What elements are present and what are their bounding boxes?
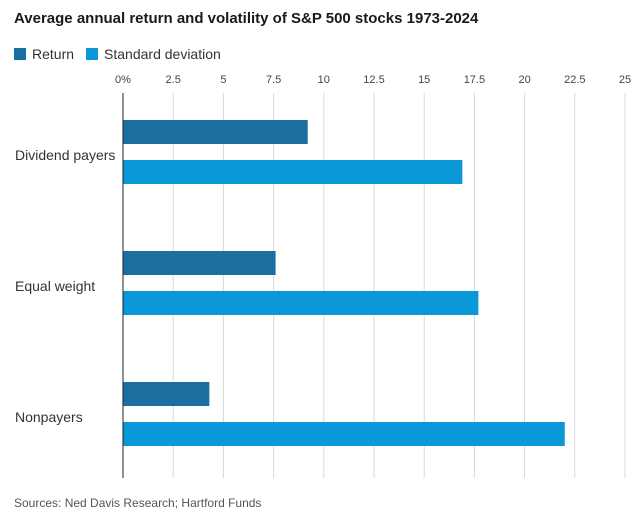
chart-title: Average annual return and volatility of …	[14, 10, 479, 27]
x-tick-label: 12.5	[363, 74, 384, 86]
x-tick-label: 0%	[115, 74, 131, 86]
x-tick-label: 25	[619, 74, 631, 86]
legend: Return Standard deviation	[14, 46, 233, 62]
bar-stdev	[123, 422, 565, 446]
bar-stdev	[123, 160, 463, 184]
legend-item-stdev: Standard deviation	[86, 46, 221, 62]
legend-item-return: Return	[14, 46, 74, 62]
bar-return	[123, 120, 308, 144]
x-tick-label: 15	[418, 74, 430, 86]
legend-label-stdev: Standard deviation	[104, 46, 221, 62]
legend-swatch-return	[14, 48, 26, 60]
legend-swatch-stdev	[86, 48, 99, 60]
x-tick-label: 2.5	[166, 74, 181, 86]
category-label: Equal weight	[15, 278, 95, 294]
x-tick-label: 20	[518, 74, 530, 86]
x-tick-label: 10	[318, 74, 330, 86]
bar-stdev	[123, 291, 479, 315]
category-label: Nonpayers	[15, 409, 83, 425]
x-tick-label: 22.5	[564, 74, 585, 86]
x-tick-label: 5	[220, 74, 226, 86]
bar-return	[123, 382, 210, 406]
category-label: Dividend payers	[15, 147, 115, 163]
legend-label-return: Return	[32, 46, 75, 62]
sources-note: Sources: Ned Davis Research; Hartford Fu…	[14, 496, 262, 510]
bar-return	[123, 251, 276, 275]
x-tick-label: 17.5	[464, 74, 485, 86]
x-tick-label: 7.5	[266, 74, 281, 86]
